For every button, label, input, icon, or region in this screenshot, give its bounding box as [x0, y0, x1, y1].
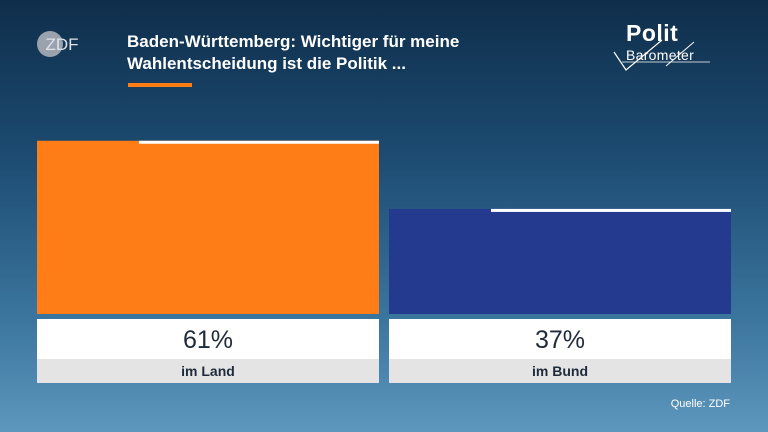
- bar-2: [389, 208, 731, 314]
- category-label-1: im Land: [181, 363, 235, 379]
- chart-title: Baden-Württemberg: Wichtiger für meine W…: [127, 31, 567, 75]
- bar-cap-2: [491, 208, 731, 212]
- data-label-2: 37%: [535, 326, 585, 354]
- value-box-2: [389, 319, 731, 359]
- source-note: Quelle: ZDF: [670, 398, 730, 410]
- value-box-1: [37, 319, 379, 359]
- category-box-1: [37, 359, 379, 383]
- chart-title-line2: Wahlentscheidung ist die Politik ...: [127, 54, 406, 73]
- chart-title-line1: Baden-Württemberg: Wichtiger für meine: [127, 32, 460, 51]
- politbarometer-logo: Polit Barometer: [606, 20, 732, 72]
- bar-1: [37, 140, 379, 314]
- logo-line-barometer: Barometer: [626, 47, 695, 63]
- category-box-2: [389, 359, 731, 383]
- svg-text:ZDF: ZDF: [45, 35, 78, 54]
- data-label-1: 61%: [183, 326, 233, 354]
- zdf-logo: ZDF: [36, 30, 88, 58]
- bar-cap-1: [139, 140, 379, 144]
- category-label-2: im Bund: [532, 363, 588, 379]
- logo-line-polit: Polit: [626, 20, 679, 46]
- title-accent-bar: [128, 83, 192, 87]
- checkmark-icon: [613, 39, 710, 71]
